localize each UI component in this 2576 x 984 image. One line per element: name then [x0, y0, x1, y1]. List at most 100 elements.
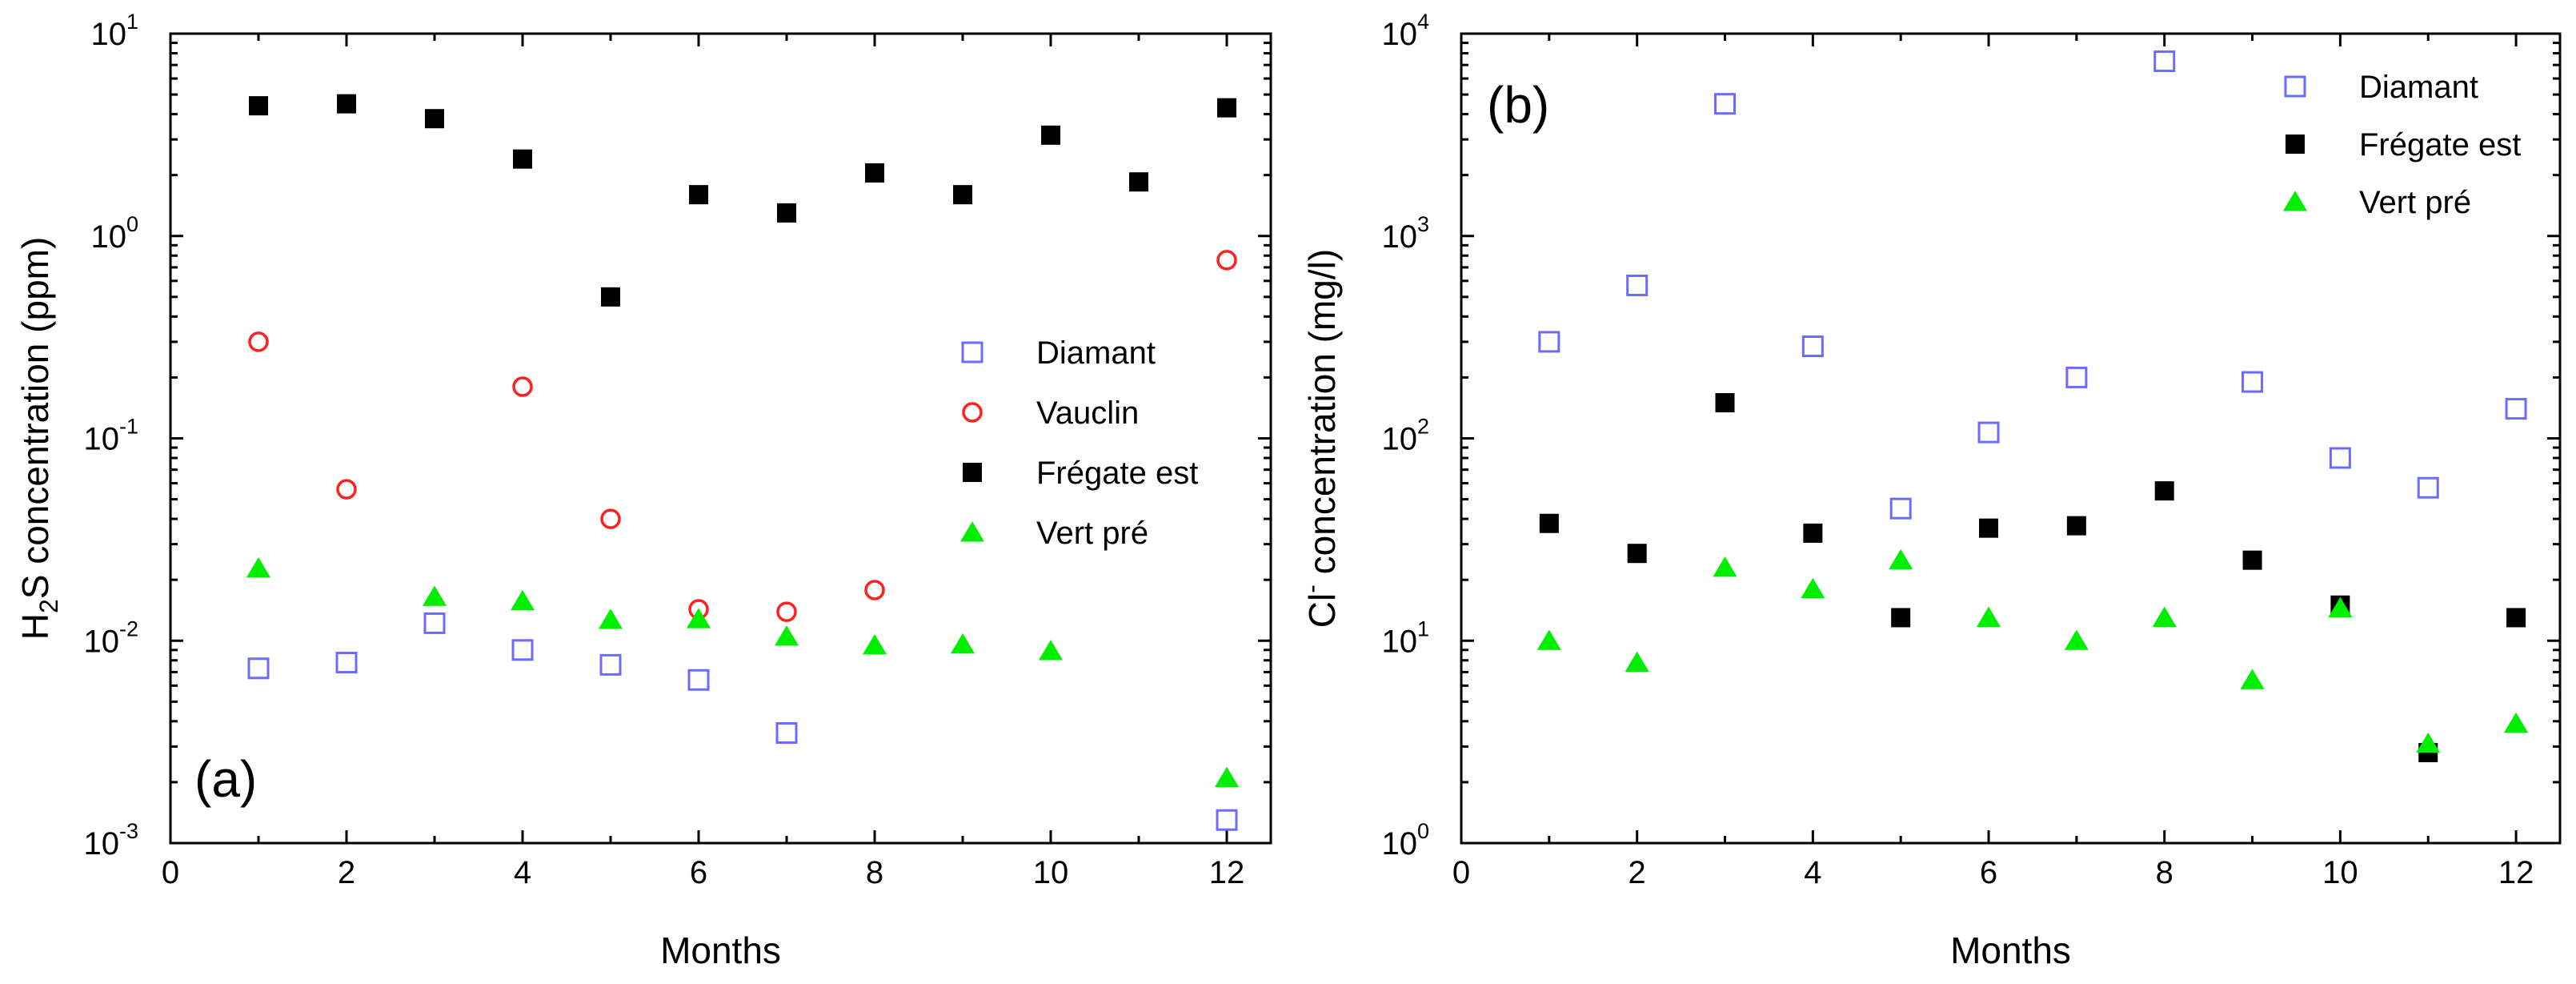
- data-point: [599, 653, 622, 676]
- legend: Diamant Vauclin Frégate est Vert pré: [960, 335, 1198, 551]
- y-tick-label: 100: [90, 212, 138, 255]
- data-point: [1979, 518, 1999, 538]
- data-point: [600, 508, 621, 529]
- data-point: [2066, 516, 2086, 536]
- data-point: [865, 163, 884, 183]
- legend-marker: [962, 402, 983, 423]
- data-point: [512, 376, 533, 397]
- y-axis-title: Cl- concentration (mg/l): [1297, 249, 1343, 628]
- x-tick-label: 10: [2322, 855, 2358, 890]
- series-diamant: [1538, 50, 2527, 520]
- data-point: [1627, 544, 1647, 564]
- data-point: [1714, 93, 1737, 115]
- data-point: [423, 612, 446, 634]
- x-tick-label: 6: [1980, 855, 1997, 890]
- y-tick-label: 101: [1381, 617, 1429, 659]
- data-point: [2241, 371, 2264, 393]
- legend-marker: [2286, 135, 2305, 154]
- data-point: [689, 185, 708, 205]
- data-point: [246, 556, 270, 578]
- data-point: [2329, 447, 2351, 469]
- data-point: [2240, 669, 2265, 689]
- data-point: [1713, 556, 1737, 577]
- x-tick-label: 4: [1804, 855, 1821, 890]
- data-point: [1217, 98, 1236, 118]
- data-point: [1536, 629, 1561, 650]
- data-point: [1538, 331, 1560, 353]
- series-fr-gate-est: [1539, 392, 2526, 762]
- data-point: [775, 721, 798, 744]
- data-point: [1539, 513, 1559, 533]
- data-point: [511, 589, 535, 611]
- legend: Diamant Frégate est Vert pré: [2283, 70, 2521, 220]
- y-tick-label: 10-3: [83, 819, 138, 862]
- data-point: [1626, 274, 1649, 296]
- x-tick-label: 4: [514, 855, 531, 890]
- data-point: [2506, 608, 2526, 628]
- series-diamant: [247, 612, 1238, 831]
- data-point: [2153, 50, 2176, 73]
- x-tick-label: 10: [1033, 855, 1069, 890]
- panel-label: (b): [1487, 76, 1549, 134]
- x-tick-label: 0: [162, 855, 179, 890]
- legend-label: Vauclin: [1036, 396, 1139, 431]
- data-point: [248, 331, 269, 352]
- data-point: [2154, 481, 2174, 501]
- data-point: [687, 608, 711, 629]
- data-point: [601, 287, 620, 307]
- data-point: [1039, 640, 1063, 661]
- series-vauclin: [248, 250, 1237, 622]
- legend-marker: [2284, 75, 2306, 98]
- data-point: [2328, 596, 2353, 617]
- data-point: [1977, 606, 2001, 627]
- y-tick-label: 10-2: [83, 617, 138, 659]
- y-tick-label: 103: [1381, 212, 1429, 255]
- data-point: [335, 652, 358, 674]
- x-tick-label: 2: [1629, 855, 1646, 890]
- y-axis-title: H2S concentration (ppm): [14, 237, 63, 641]
- x-axis-title: Months: [1950, 930, 2071, 971]
- x-tick-label: 0: [1452, 855, 1470, 890]
- data-point: [864, 580, 885, 600]
- y-tick-label: 100: [1381, 819, 1429, 862]
- data-point: [1625, 651, 1649, 673]
- data-point: [953, 185, 972, 205]
- x-tick-label: 2: [338, 855, 355, 890]
- series-vert-pr-: [1536, 548, 2529, 753]
- legend-label: Diamant: [2359, 70, 2478, 105]
- data-point: [2505, 398, 2527, 420]
- legend-label: Frégate est: [2359, 127, 2521, 163]
- y-tick-label: 104: [1381, 10, 1429, 52]
- series-vert-pr-: [246, 556, 1239, 788]
- x-tick-label: 12: [2498, 855, 2534, 890]
- x-tick-label: 8: [2156, 855, 2173, 890]
- data-point: [775, 625, 799, 646]
- data-point: [1889, 548, 1913, 570]
- data-point: [2152, 606, 2177, 627]
- x-tick-label: 12: [1209, 855, 1245, 890]
- y-tick-label: 10-1: [83, 415, 138, 457]
- data-point: [1715, 392, 1735, 412]
- y-tick-label: 102: [1381, 415, 1429, 457]
- data-point: [337, 94, 356, 114]
- series-fr-gate-est: [249, 94, 1236, 307]
- panel-a: 0 2 4 6 8 10 12 10-3 10-2 10-1 100 101 Months H2S con…: [14, 10, 1272, 971]
- data-point: [776, 601, 797, 622]
- data-point: [423, 585, 447, 606]
- x-axis-title: Months: [660, 930, 781, 971]
- y-tick-label: 101: [90, 10, 138, 52]
- data-point: [1041, 125, 1060, 145]
- data-point: [1801, 577, 1825, 599]
- data-point: [249, 96, 268, 116]
- data-point: [1216, 809, 1238, 831]
- legend-label: Frégate est: [1036, 456, 1198, 491]
- plot-frame: [169, 32, 1272, 845]
- x-tick-label: 6: [690, 855, 707, 890]
- data-point: [1215, 766, 1239, 788]
- legend-label: Vert pré: [1036, 516, 1148, 551]
- data-point: [336, 479, 357, 500]
- data-point: [863, 634, 887, 655]
- panel-label: (a): [194, 750, 257, 808]
- data-point: [425, 109, 444, 129]
